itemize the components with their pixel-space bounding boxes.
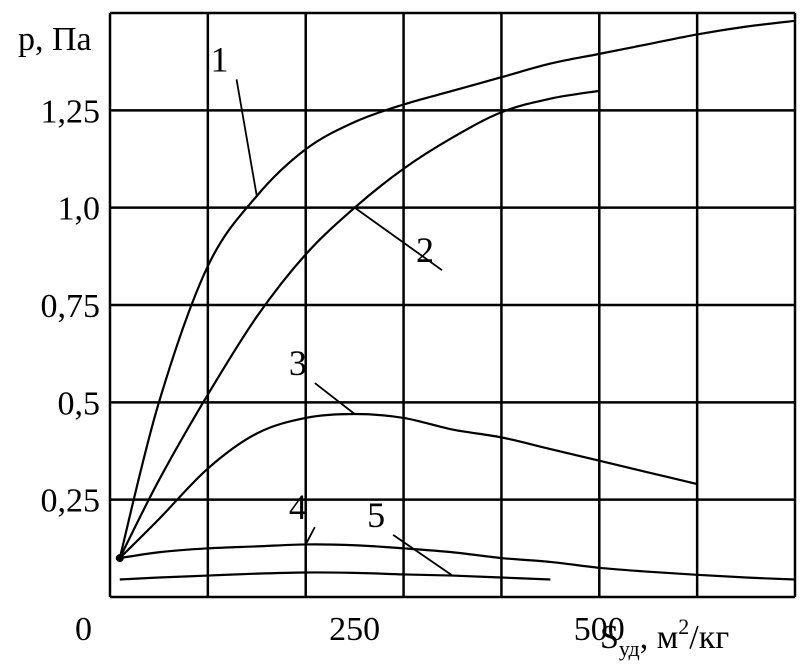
- y-axis-label: р, Па: [18, 21, 92, 58]
- y-tick-label: 0,75: [41, 288, 101, 325]
- series-line-1: [118, 19, 796, 559]
- series-line-2: [118, 89, 600, 559]
- curve-label-5: 5: [367, 495, 385, 535]
- curves: [115, 19, 796, 581]
- origin-tick-label: 0: [75, 611, 92, 648]
- curve-label-2: 2: [416, 230, 434, 270]
- series-line-3: [119, 412, 698, 559]
- curve-labels: 1 2 3 4 5: [211, 39, 434, 535]
- x-axis-label-subscript: уд: [619, 636, 640, 661]
- x-tick-label: 500: [574, 611, 625, 648]
- curve-label-1: 1: [211, 39, 229, 79]
- series-line-5: [119, 571, 551, 581]
- y-tick-label: 0,5: [58, 385, 101, 422]
- curve-label-3: 3: [289, 343, 307, 383]
- leader-line-2: [354, 206, 443, 271]
- x-tick-label: 250: [329, 611, 380, 648]
- x-axis-label-tail: /кг: [689, 619, 729, 656]
- x-axis-label-unit: , м: [640, 619, 679, 656]
- curve-label-4: 4: [289, 487, 307, 527]
- leader-line-1: [235, 79, 258, 197]
- x-tick-labels: 250 500: [329, 611, 625, 648]
- origin-point: [115, 554, 124, 563]
- leader-line-4: [304, 526, 316, 545]
- x-axis-label-main: S: [600, 619, 619, 656]
- series-line-4: [119, 543, 796, 581]
- y-tick-label: 1,0: [58, 191, 101, 228]
- leader-line-3: [314, 382, 356, 415]
- y-tick-label: 1,25: [41, 93, 101, 130]
- leader-line-5: [392, 534, 454, 577]
- x-axis-label-superscript: 2: [678, 614, 689, 639]
- x-axis-label: Sуд, м2/кг: [600, 614, 729, 661]
- label-leaders: [235, 79, 454, 577]
- y-tick-labels: 0,25 0,5 0,75 1,0 1,25: [41, 93, 101, 519]
- y-tick-label: 0,25: [41, 483, 101, 520]
- plot-grid: [108, 11, 797, 599]
